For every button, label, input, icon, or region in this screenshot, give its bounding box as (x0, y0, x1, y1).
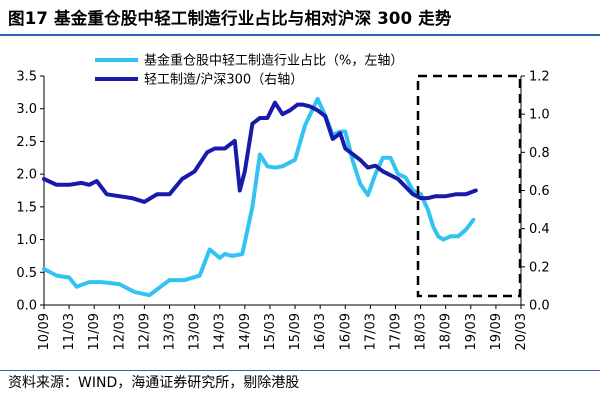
x-tick-label: 19/09 (489, 313, 504, 350)
right-tick-label: 0.8 (529, 146, 550, 161)
left-tick-label: 2.0 (16, 168, 37, 183)
right-tick-label: 0.0 (529, 299, 550, 314)
left-tick-label: 2.5 (16, 135, 37, 150)
x-tick-label: 19/03 (464, 313, 479, 350)
right-tick-label: 0.2 (529, 260, 550, 275)
series-relative-index-line (42, 100, 478, 204)
right-tick-label: 1.0 (529, 108, 550, 123)
x-tick-label: 12/09 (137, 313, 152, 350)
legend-label: 基金重仓股中轻工制造行业占比（%，左轴） (144, 53, 403, 69)
x-tick-label: 16/03 (313, 313, 328, 350)
x-tick-label: 15/03 (263, 313, 278, 350)
x-tick-label: 13/03 (163, 313, 178, 350)
x-tick-label: 18/09 (439, 313, 454, 350)
x-tick-label: 11/09 (87, 313, 102, 350)
left-tick-label: 3.5 (16, 70, 37, 85)
x-tick-label: 20/03 (514, 313, 529, 350)
highlight-dashed-box (416, 74, 522, 298)
footer-divider (0, 370, 600, 371)
legend-label: 轻工制造/沪深300（右轴） (144, 72, 303, 88)
series-fund-share-line (42, 96, 476, 298)
x-tick-label: 15/09 (288, 313, 303, 350)
left-tick-label: 0.5 (16, 266, 37, 281)
x-tick-label: 18/03 (414, 313, 429, 350)
source-note: 资料来源：WIND，海通证券研究所，剔除港股 (8, 375, 300, 391)
right-tick-label: 0.6 (529, 184, 550, 199)
x-tick-label: 16/09 (338, 313, 353, 350)
title-divider (0, 34, 600, 36)
left-tick-label: 3.0 (16, 102, 37, 117)
left-tick-label: 0.0 (16, 299, 37, 314)
x-tick-label: 17/03 (363, 313, 378, 350)
right-tick-label: 0.4 (529, 222, 550, 237)
left-tick-label: 1.5 (16, 200, 37, 215)
left-tick-label: 1.0 (16, 233, 37, 248)
right-tick-label: 1.2 (529, 70, 550, 85)
x-tick-label: 14/03 (213, 313, 228, 350)
chart-title: 图17 基金重仓股中轻工制造行业占比与相对沪深 300 走势 (8, 9, 452, 28)
x-tick-label: 14/09 (238, 313, 253, 350)
chart-title-row: 图17 基金重仓股中轻工制造行业占比与相对沪深 300 走势 (0, 0, 600, 34)
x-tick-label: 13/09 (188, 313, 203, 350)
x-tick-label: 10/09 (37, 313, 52, 350)
x-tick-label: 12/03 (112, 313, 127, 350)
x-tick-label: 11/03 (62, 313, 77, 350)
x-tick-label: 17/09 (388, 313, 403, 350)
line-chart: 0.0 0.5 1.0 1.5 2.0 2.5 3.0 3.5 0.0 0.2 0.4 0.6 0.8 1… (16, 53, 550, 351)
